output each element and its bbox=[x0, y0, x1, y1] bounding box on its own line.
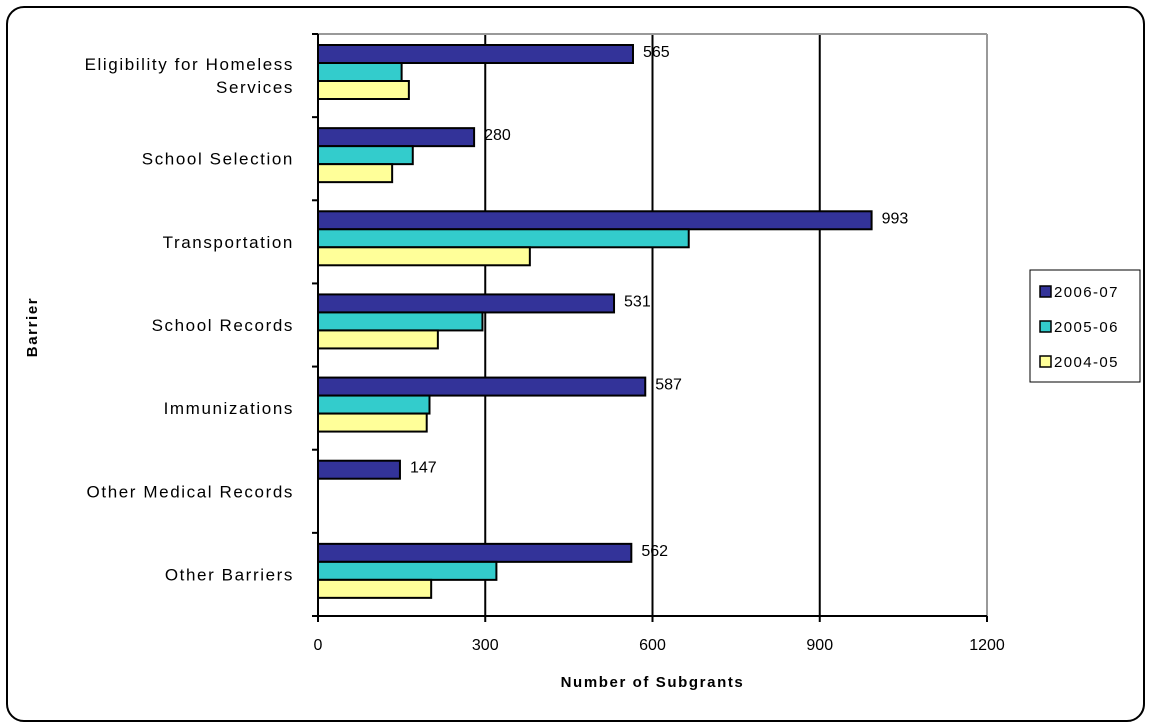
bar bbox=[317, 145, 414, 166]
bar bbox=[317, 459, 401, 480]
bar bbox=[317, 311, 484, 332]
bar bbox=[317, 412, 428, 433]
category-label: Transportation bbox=[163, 233, 294, 252]
legend: 2006-07 2005-06 2004-05 bbox=[1029, 269, 1141, 383]
category-label: School Records bbox=[152, 316, 294, 335]
x-tick-label: 600 bbox=[639, 637, 666, 654]
legend-label: 2004-05 bbox=[1054, 354, 1119, 371]
gridlines bbox=[318, 33, 988, 616]
bar bbox=[317, 127, 476, 148]
data-labels: 565 280 993 531 587 147 562 bbox=[410, 44, 908, 560]
category-label: Other Medical Records bbox=[87, 482, 294, 501]
data-label: 147 bbox=[410, 460, 437, 477]
bar bbox=[317, 293, 616, 314]
category-label: Immunizations bbox=[164, 399, 294, 418]
legend-label: 2006-07 bbox=[1054, 284, 1119, 301]
category-label: Other Barriers bbox=[165, 565, 294, 584]
data-label: 562 bbox=[641, 543, 668, 560]
data-label: 531 bbox=[624, 293, 651, 310]
bar bbox=[317, 62, 403, 82]
x-tick-label: 300 bbox=[472, 637, 499, 654]
tick-labels: 0 300 600 900 1200 bbox=[314, 637, 1005, 654]
axes bbox=[312, 33, 988, 622]
x-tick-label: 0 bbox=[314, 637, 323, 654]
bar bbox=[317, 329, 439, 350]
legend-swatch bbox=[1039, 285, 1052, 298]
bar bbox=[317, 44, 634, 64]
x-tick-label: 900 bbox=[806, 637, 833, 654]
y-axis-title: Barrier bbox=[24, 297, 41, 357]
data-label: 993 bbox=[882, 210, 909, 227]
bar bbox=[317, 542, 633, 563]
category-label: Eligibility for Homeless Services bbox=[85, 55, 294, 97]
x-tick-label: 1200 bbox=[969, 637, 1005, 654]
bar bbox=[317, 80, 410, 100]
category-label: School Selection bbox=[142, 150, 294, 169]
data-label: 565 bbox=[643, 44, 670, 61]
data-label: 587 bbox=[655, 377, 682, 394]
bar bbox=[317, 210, 873, 231]
data-label: 280 bbox=[484, 127, 511, 144]
x-axis-title: Number of Subgrants bbox=[561, 674, 745, 691]
bar bbox=[317, 578, 433, 599]
legend-swatch bbox=[1039, 320, 1052, 333]
bar bbox=[317, 228, 690, 249]
bars bbox=[317, 44, 873, 599]
bar-chart: Eligibility for Homeless Services School S… bbox=[24, 33, 1141, 691]
legend-swatch bbox=[1039, 355, 1052, 368]
legend-label: 2005-06 bbox=[1054, 319, 1119, 336]
bar bbox=[317, 163, 394, 184]
bar bbox=[317, 376, 647, 397]
bar bbox=[317, 560, 498, 581]
category-labels: Eligibility for Homeless Services School S… bbox=[85, 55, 294, 584]
chart-frame: Eligibility for Homeless Services School S… bbox=[6, 6, 1145, 722]
bar bbox=[317, 246, 531, 267]
bar bbox=[317, 394, 431, 415]
